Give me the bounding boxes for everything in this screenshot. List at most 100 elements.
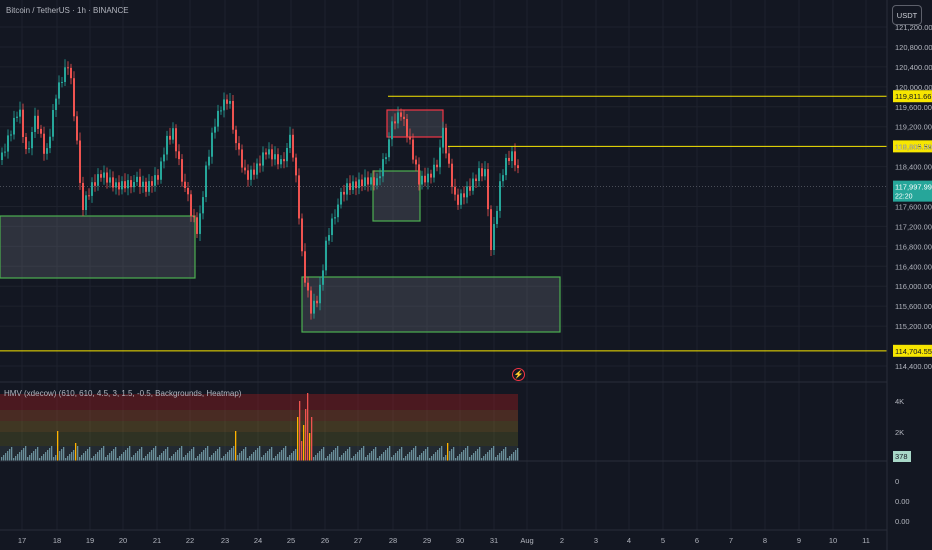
- candle[interactable]: [106, 172, 108, 183]
- candle[interactable]: [100, 174, 102, 178]
- candle[interactable]: [367, 177, 369, 185]
- candle[interactable]: [394, 121, 396, 124]
- candle[interactable]: [112, 177, 114, 188]
- candle[interactable]: [478, 168, 480, 182]
- candle[interactable]: [487, 169, 489, 210]
- candle[interactable]: [31, 132, 33, 149]
- candle[interactable]: [55, 98, 57, 110]
- candle[interactable]: [316, 300, 318, 304]
- candle[interactable]: [448, 153, 450, 164]
- currency-button[interactable]: USDT: [892, 5, 922, 25]
- candle[interactable]: [109, 177, 111, 183]
- candle[interactable]: [385, 157, 387, 160]
- candle[interactable]: [64, 67, 66, 82]
- candle[interactable]: [436, 164, 438, 168]
- candle[interactable]: [496, 210, 498, 225]
- candle[interactable]: [214, 126, 216, 133]
- candle[interactable]: [175, 128, 177, 152]
- candle[interactable]: [400, 112, 402, 117]
- candle[interactable]: [52, 110, 54, 137]
- candle[interactable]: [268, 149, 270, 155]
- candle[interactable]: [412, 139, 414, 160]
- candle[interactable]: [244, 167, 246, 171]
- candle[interactable]: [427, 173, 429, 183]
- candle[interactable]: [40, 128, 42, 134]
- candle[interactable]: [4, 151, 6, 153]
- candle[interactable]: [379, 176, 381, 179]
- candle[interactable]: [463, 193, 465, 198]
- candle[interactable]: [91, 182, 93, 196]
- candle[interactable]: [157, 175, 159, 180]
- candle[interactable]: [226, 99, 228, 104]
- candle[interactable]: [178, 151, 180, 160]
- candle[interactable]: [370, 177, 372, 185]
- candle[interactable]: [49, 136, 51, 149]
- candle[interactable]: [103, 172, 105, 178]
- candle[interactable]: [118, 182, 120, 190]
- candle[interactable]: [508, 157, 510, 162]
- candle[interactable]: [403, 116, 405, 119]
- candle[interactable]: [202, 197, 204, 214]
- candle[interactable]: [58, 82, 60, 99]
- candle[interactable]: [388, 139, 390, 158]
- candle[interactable]: [169, 135, 171, 140]
- candle[interactable]: [61, 82, 63, 83]
- candle[interactable]: [220, 110, 222, 112]
- candle[interactable]: [196, 217, 198, 234]
- candle[interactable]: [469, 186, 471, 191]
- candle[interactable]: [235, 129, 237, 144]
- candle[interactable]: [499, 181, 501, 211]
- candle[interactable]: [445, 127, 447, 154]
- candle[interactable]: [352, 181, 354, 190]
- candle[interactable]: [166, 135, 168, 155]
- candle[interactable]: [283, 159, 285, 162]
- candle[interactable]: [328, 235, 330, 241]
- candle[interactable]: [382, 159, 384, 177]
- candle[interactable]: [322, 270, 324, 285]
- candle[interactable]: [184, 181, 186, 188]
- candle[interactable]: [289, 134, 291, 148]
- candle[interactable]: [454, 186, 456, 195]
- candle[interactable]: [406, 118, 408, 137]
- candle[interactable]: [433, 164, 435, 178]
- candle[interactable]: [364, 177, 366, 187]
- candle[interactable]: [85, 195, 87, 210]
- candle[interactable]: [292, 134, 294, 158]
- candle[interactable]: [325, 240, 327, 271]
- candle[interactable]: [136, 176, 138, 182]
- candle[interactable]: [253, 169, 255, 175]
- candle[interactable]: [421, 175, 423, 185]
- candle[interactable]: [139, 176, 141, 187]
- candle[interactable]: [373, 177, 375, 186]
- candle[interactable]: [94, 182, 96, 186]
- candle[interactable]: [193, 215, 195, 218]
- candle[interactable]: [451, 163, 453, 187]
- candle[interactable]: [121, 181, 123, 190]
- candle[interactable]: [148, 181, 150, 192]
- candle[interactable]: [472, 178, 474, 191]
- candle[interactable]: [271, 149, 273, 160]
- candle[interactable]: [46, 148, 48, 154]
- candle[interactable]: [28, 148, 30, 150]
- candle[interactable]: [238, 143, 240, 150]
- candle[interactable]: [391, 121, 393, 140]
- candle[interactable]: [43, 133, 45, 154]
- candle[interactable]: [76, 116, 78, 141]
- price-zone-box[interactable]: [0, 215, 196, 279]
- candle[interactable]: [187, 188, 189, 195]
- candle[interactable]: [151, 181, 153, 186]
- candle[interactable]: [79, 140, 81, 183]
- candle[interactable]: [466, 186, 468, 198]
- indicator-title[interactable]: HMV (xdecow) (610, 610, 4.5, 3, 1.5, -0.…: [4, 389, 242, 398]
- price-zone-box[interactable]: [386, 109, 444, 138]
- candle[interactable]: [331, 218, 333, 236]
- candle[interactable]: [511, 151, 513, 162]
- candle[interactable]: [280, 159, 282, 165]
- candle[interactable]: [223, 99, 225, 111]
- candle[interactable]: [259, 163, 261, 166]
- candle[interactable]: [274, 154, 276, 160]
- candle[interactable]: [265, 152, 267, 155]
- candle[interactable]: [229, 100, 231, 104]
- candle[interactable]: [97, 174, 99, 186]
